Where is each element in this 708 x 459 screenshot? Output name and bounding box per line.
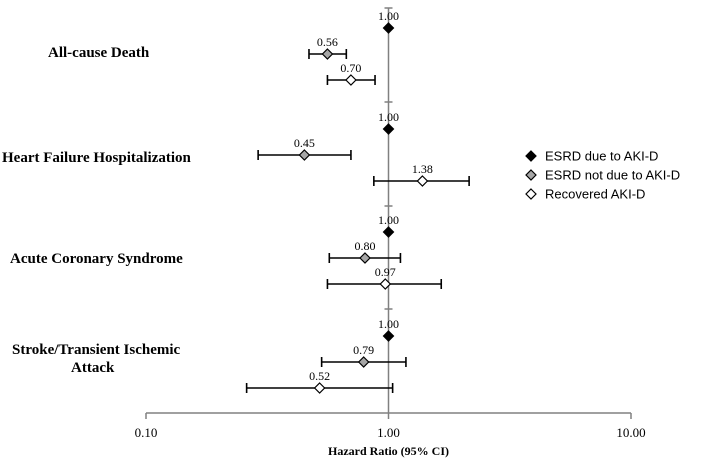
point-recovered-aki-d	[379, 278, 392, 290]
legend-label: Recovered AKI-D	[545, 187, 645, 202]
value-label: 0.97	[375, 265, 396, 279]
point-esrd-not-due-to-aki-d	[321, 48, 334, 60]
value-label: 1.38	[412, 162, 433, 176]
legend-label: ESRD not due to AKI-D	[545, 168, 680, 183]
value-label: 0.56	[317, 35, 338, 49]
group-label-line: Stroke/Transient Ischemic	[12, 342, 181, 358]
legend-marker	[525, 150, 537, 162]
value-label: 0.80	[354, 239, 375, 253]
x-axis-title: Hazard Ratio (95% CI)	[328, 444, 449, 458]
point-esrd-due-to-aki-d	[382, 330, 395, 342]
group-label: All-cause Death	[48, 45, 150, 61]
axes: 0.10 1.00 10.00 Hazard Ratio (95% CI)	[135, 7, 646, 458]
point-esrd-due-to-aki-d	[382, 226, 395, 238]
value-label: 1.00	[378, 110, 399, 124]
group-labels: All-cause Death Heart Failure Hospitaliza…	[2, 45, 192, 376]
point-esrd-not-due-to-aki-d	[359, 252, 371, 264]
legend-marker	[525, 188, 537, 200]
point-recovered-aki-d	[416, 175, 429, 187]
value-label: 0.79	[353, 343, 374, 357]
value-label: 1.00	[378, 213, 399, 227]
legend-label: ESRD due to AKI-D	[545, 149, 658, 164]
group-label: Heart Failure Hospitalization	[2, 150, 192, 166]
point-recovered-aki-d	[313, 382, 326, 394]
point-esrd-due-to-aki-d	[382, 22, 395, 34]
point-esrd-due-to-aki-d	[382, 123, 395, 135]
group-label-line: Attack	[71, 360, 115, 376]
x-tick-label: 1.00	[377, 425, 400, 440]
legend: ESRD due to AKI-D ESRD not due to AKI-D Re…	[525, 149, 680, 202]
value-label: 0.52	[309, 369, 330, 383]
group-label: Stroke/Transient Ischemic Attack	[12, 342, 181, 376]
value-label: 0.45	[294, 136, 315, 150]
data-marks: 1.000.560.701.000.451.381.000.800.971.00…	[245, 9, 470, 394]
point-recovered-aki-d	[345, 74, 357, 86]
legend-marker	[525, 169, 537, 181]
value-label: 1.00	[378, 317, 399, 331]
value-label: 0.70	[340, 61, 361, 75]
point-esrd-not-due-to-aki-d	[298, 149, 311, 161]
group-label: Acute Coronary Syndrome	[10, 251, 183, 267]
point-esrd-not-due-to-aki-d	[357, 356, 370, 368]
x-tick-label: 10.00	[616, 425, 645, 440]
value-label: 1.00	[378, 9, 399, 23]
x-tick-label: 0.10	[135, 425, 158, 440]
